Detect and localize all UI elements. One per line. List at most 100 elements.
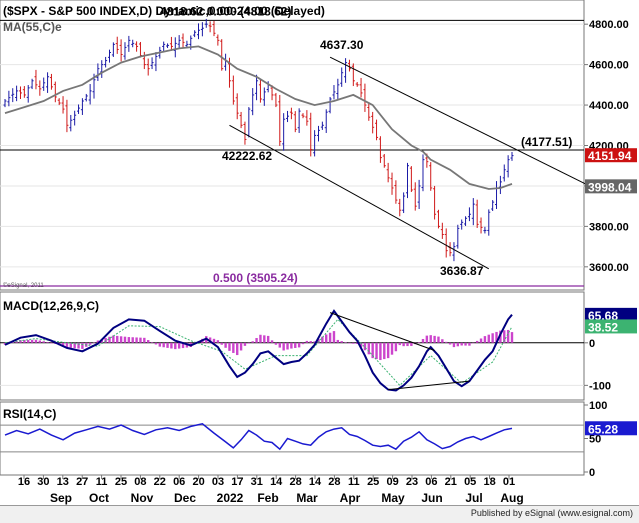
macd-histogram-bar bbox=[119, 336, 123, 343]
x-month-label: Nov bbox=[131, 491, 154, 505]
x-month-label: Jul bbox=[465, 491, 482, 505]
macd-histogram-bar bbox=[483, 336, 487, 343]
x-day-label: 18 bbox=[483, 476, 495, 488]
footer-credit: Published by eSignal (www.esignal.com) bbox=[470, 508, 633, 518]
x-day-label: 01 bbox=[503, 476, 515, 488]
x-day-label: 06 bbox=[425, 476, 437, 488]
macd-histogram-bar bbox=[506, 329, 510, 343]
macd-histogram-bar bbox=[162, 342, 165, 348]
macd-histogram-bar bbox=[247, 342, 251, 344]
rsi-tick-label: 50 bbox=[589, 434, 601, 446]
x-day-label: 28 bbox=[289, 476, 301, 488]
macd-histogram-bar bbox=[301, 342, 305, 345]
macd-histogram-bar bbox=[313, 341, 316, 343]
macd-histogram-bar bbox=[386, 342, 390, 359]
macd-histogram-bar bbox=[143, 337, 146, 343]
macd-histogram-bar bbox=[220, 342, 223, 345]
x-day-label: 31 bbox=[251, 476, 263, 488]
x-day-label: 22 bbox=[154, 476, 166, 488]
macd-value-label: 65.68 bbox=[588, 309, 618, 323]
macd-histogram-bar bbox=[23, 340, 26, 343]
x-month-label: Jun bbox=[421, 491, 442, 505]
macd-histogram-bar bbox=[495, 331, 498, 343]
macd-histogram-bar bbox=[139, 337, 142, 343]
macd-value-tag bbox=[585, 307, 637, 322]
macd-histogram-bar bbox=[116, 335, 119, 343]
macd-histogram-bar bbox=[274, 342, 278, 345]
macd-tick-label: 0 bbox=[589, 338, 595, 350]
last-price-label: 4151.94 bbox=[588, 149, 632, 163]
macd-histogram-bar bbox=[236, 342, 239, 356]
price-trendline bbox=[329, 56, 586, 185]
price-annotation: 4637.30 bbox=[320, 38, 364, 52]
macd-histogram-bar bbox=[375, 342, 378, 360]
x-day-label: 09 bbox=[386, 476, 398, 488]
macd-histogram-bar bbox=[317, 339, 320, 343]
macd-histogram-bar bbox=[69, 342, 72, 348]
x-month-label: Sep bbox=[50, 491, 72, 505]
x-month-label: Dec bbox=[174, 491, 196, 505]
macd-histogram-bar bbox=[297, 342, 301, 348]
x-day-label: 13 bbox=[57, 476, 69, 488]
x-day-label: 30 bbox=[37, 476, 49, 488]
macd-histogram-bar bbox=[259, 334, 262, 343]
macd-histogram-bar bbox=[3, 342, 7, 345]
macd-histogram-bar bbox=[282, 342, 285, 351]
macd-histogram-bar bbox=[112, 335, 115, 343]
macd-histogram-bar bbox=[309, 341, 312, 343]
chart-title: ($SPX - S&P 500 INDEX,D) Dynamic,0:00-24… bbox=[3, 4, 325, 18]
price-tick-label: 4800.00 bbox=[589, 19, 629, 31]
x-day-label: 05 bbox=[464, 476, 476, 488]
macd-histogram-bar bbox=[46, 342, 49, 343]
x-month-label: Feb bbox=[257, 491, 278, 505]
macd-histogram-bar bbox=[472, 342, 475, 344]
macd-histogram-bar bbox=[212, 338, 216, 343]
macd-histogram-bar bbox=[88, 342, 92, 345]
macd-histogram-bar bbox=[445, 341, 448, 343]
macd-histogram-bar bbox=[228, 342, 231, 351]
signal-value-tag bbox=[585, 319, 637, 334]
macd-histogram-bar bbox=[232, 342, 235, 353]
macd-histogram-bar bbox=[166, 342, 169, 348]
rsi-indicator-label: RSI(14,C) bbox=[3, 407, 56, 421]
macd-histogram-bar bbox=[34, 339, 38, 343]
signal-value-label: 38.52 bbox=[588, 320, 618, 334]
macd-histogram-bar bbox=[27, 339, 30, 343]
macd-trendline bbox=[388, 380, 470, 391]
x-day-label: 20 bbox=[192, 476, 204, 488]
x-day-label: 25 bbox=[367, 476, 379, 488]
ma-indicator-label: MA(55,C)e bbox=[3, 20, 62, 34]
macd-histogram-bar bbox=[475, 340, 479, 343]
macd-histogram-bar bbox=[390, 342, 394, 355]
rsi-panel: 100 50 0 65.28 RSI(14,C) bbox=[0, 400, 637, 479]
price-tick-label: 4600.00 bbox=[589, 60, 629, 72]
rsi-value-tag bbox=[585, 421, 637, 436]
macd-histogram-bar bbox=[410, 342, 413, 346]
macd-histogram-bar bbox=[239, 342, 243, 351]
price-tick-label: 3600.00 bbox=[589, 262, 629, 274]
macd-histogram-bar bbox=[321, 336, 324, 343]
macd-histogram-bar bbox=[441, 339, 444, 343]
ma-value-label: 3998.04 bbox=[588, 180, 632, 194]
macd-histogram-bar bbox=[224, 342, 227, 348]
price-trendline bbox=[229, 124, 490, 270]
macd-histogram-bar bbox=[61, 342, 65, 347]
macd-histogram-bar bbox=[491, 333, 494, 343]
x-month-label: Aug bbox=[500, 491, 523, 505]
macd-histogram-bar bbox=[290, 342, 293, 349]
x-month-label: Apr bbox=[340, 491, 361, 505]
macd-histogram-bar bbox=[123, 336, 127, 343]
rsi-tick-label: 100 bbox=[589, 400, 607, 412]
macd-histogram-bar bbox=[398, 342, 401, 346]
macd-histogram-bar bbox=[328, 332, 332, 343]
x-day-label: 21 bbox=[445, 476, 457, 488]
price-tick-label: 4400.00 bbox=[589, 100, 629, 112]
macd-tick-label: -100 bbox=[589, 380, 611, 392]
macd-histogram-bar bbox=[379, 342, 382, 361]
macd-histogram-bar bbox=[19, 340, 22, 343]
macd-histogram-bar bbox=[294, 342, 297, 348]
x-day-label: 08 bbox=[134, 476, 146, 488]
macd-histogram-bar bbox=[11, 342, 14, 344]
